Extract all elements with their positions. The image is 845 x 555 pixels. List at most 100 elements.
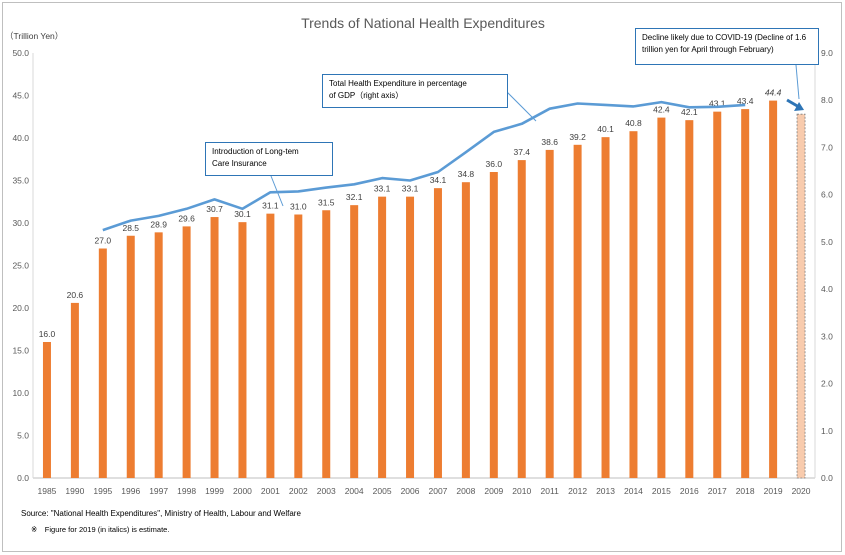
data-label: 34.8 (458, 169, 475, 179)
y-tick-label: 15.0 (12, 346, 29, 356)
bar (154, 232, 163, 478)
source-note: Source: "National Health Expenditures", … (21, 509, 301, 518)
x-tick-label: 2001 (261, 486, 280, 496)
x-tick-label: 2004 (345, 486, 364, 496)
bar (266, 213, 275, 478)
y2-tick-label: 8.0 (821, 95, 833, 105)
covid-annotation: Decline likely due to COVID-19 (Decline … (635, 28, 819, 65)
x-tick-label: 2019 (764, 486, 783, 496)
bar (461, 182, 470, 478)
y2-tick-label: 9.0 (821, 48, 833, 58)
y-tick-label: 0.0 (17, 473, 29, 483)
bar (517, 160, 526, 478)
data-label: 29.6 (178, 213, 195, 223)
x-tick-label: 1985 (38, 486, 57, 496)
y-tick-label: 45.0 (12, 91, 29, 101)
x-tick-label: 1996 (121, 486, 140, 496)
y2-tick-label: 7.0 (821, 142, 833, 152)
x-tick-label: 2005 (373, 486, 392, 496)
data-label: 30.7 (206, 204, 223, 214)
bar (350, 205, 359, 478)
y2-tick-label: 0.0 (821, 473, 833, 483)
data-label: 37.4 (513, 147, 530, 157)
data-label: 40.1 (597, 124, 614, 134)
x-tick-label: 2012 (568, 486, 587, 496)
data-label: 33.1 (402, 184, 419, 194)
bar (378, 196, 387, 478)
y-tick-label: 35.0 (12, 176, 29, 186)
data-label: 39.2 (569, 132, 586, 142)
x-tick-label: 2007 (429, 486, 448, 496)
data-label: 34.1 (430, 175, 447, 185)
x-tick-label: 2000 (233, 486, 252, 496)
x-tick-label: 1990 (65, 486, 84, 496)
y-tick-label: 5.0 (17, 431, 29, 441)
data-label: 20.6 (67, 290, 84, 300)
bar (545, 149, 554, 478)
y-tick-label: 25.0 (12, 261, 29, 271)
x-tick-label: 2013 (596, 486, 615, 496)
data-label: 31.1 (262, 201, 279, 211)
x-tick-label: 1999 (205, 486, 224, 496)
ltc-leader-line (270, 175, 284, 207)
data-label: 32.1 (346, 192, 363, 202)
x-tick-label: 2016 (680, 486, 699, 496)
y-tick-label: 30.0 (12, 218, 29, 228)
data-label: 38.6 (541, 137, 558, 147)
bar (238, 222, 247, 478)
x-tick-label: 2010 (512, 486, 531, 496)
x-tick-label: 1997 (149, 486, 168, 496)
chart-canvas: Trends of National Health Expenditures （… (5, 15, 833, 496)
y2-tick-label: 2.0 (821, 379, 833, 389)
data-label: 36.0 (486, 159, 503, 169)
x-tick-label: 2003 (317, 486, 336, 496)
bar (126, 235, 135, 478)
data-label: 28.5 (122, 223, 139, 233)
data-label: 33.1 (374, 184, 391, 194)
gdp-line (102, 100, 746, 232)
y2-tick-label: 6.0 (821, 190, 833, 200)
gdp-leader-line (505, 90, 537, 122)
bar (322, 210, 331, 478)
bar (210, 217, 219, 479)
data-label: 30.1 (234, 209, 251, 219)
data-label: 42.1 (681, 107, 698, 117)
data-label: 31.0 (290, 202, 307, 212)
ltc-annotation: Introduction of Long-tem Care Insurance (205, 142, 333, 176)
y-tick-label: 50.0 (12, 48, 29, 58)
y2-tick-label: 4.0 (821, 284, 833, 294)
bar (294, 214, 303, 478)
bar-decline (796, 113, 806, 479)
bar (629, 131, 638, 478)
bar (42, 342, 51, 478)
bar (573, 144, 582, 479)
x-tick-label: 2017 (708, 486, 727, 496)
x-tick-label: 2015 (652, 486, 671, 496)
data-label: 42.4 (653, 105, 670, 115)
data-label: 28.9 (150, 219, 167, 229)
bar (657, 117, 666, 478)
x-tick-label: 2020 (792, 486, 811, 496)
data-label: 16.0 (39, 329, 56, 339)
x-tick-label: 2014 (624, 486, 643, 496)
x-tick-label: 1998 (177, 486, 196, 496)
covid-leader-line (795, 64, 800, 100)
bar (741, 109, 750, 478)
x-tick-label: 1995 (93, 486, 112, 496)
bar (601, 137, 610, 478)
x-tick-label: 2006 (401, 486, 420, 496)
data-label: 40.8 (625, 118, 642, 128)
chart-title: Trends of National Health Expenditures (301, 15, 545, 31)
plot-area: 0.0 5.0 10.0 15.0 20.0 25.0 30.0 35.0 40.0 45.0 50… (12, 48, 833, 496)
bar (70, 302, 79, 478)
data-label: 44.4 (765, 88, 782, 98)
y2-tick-label: 1.0 (821, 426, 833, 436)
bar (489, 172, 498, 478)
data-label: 31.5 (318, 197, 335, 207)
x-tick-label: 2002 (289, 486, 308, 496)
bar (769, 100, 778, 478)
data-label: 27.0 (95, 236, 112, 246)
x-tick-label: 2011 (541, 486, 560, 496)
bar (182, 226, 191, 478)
